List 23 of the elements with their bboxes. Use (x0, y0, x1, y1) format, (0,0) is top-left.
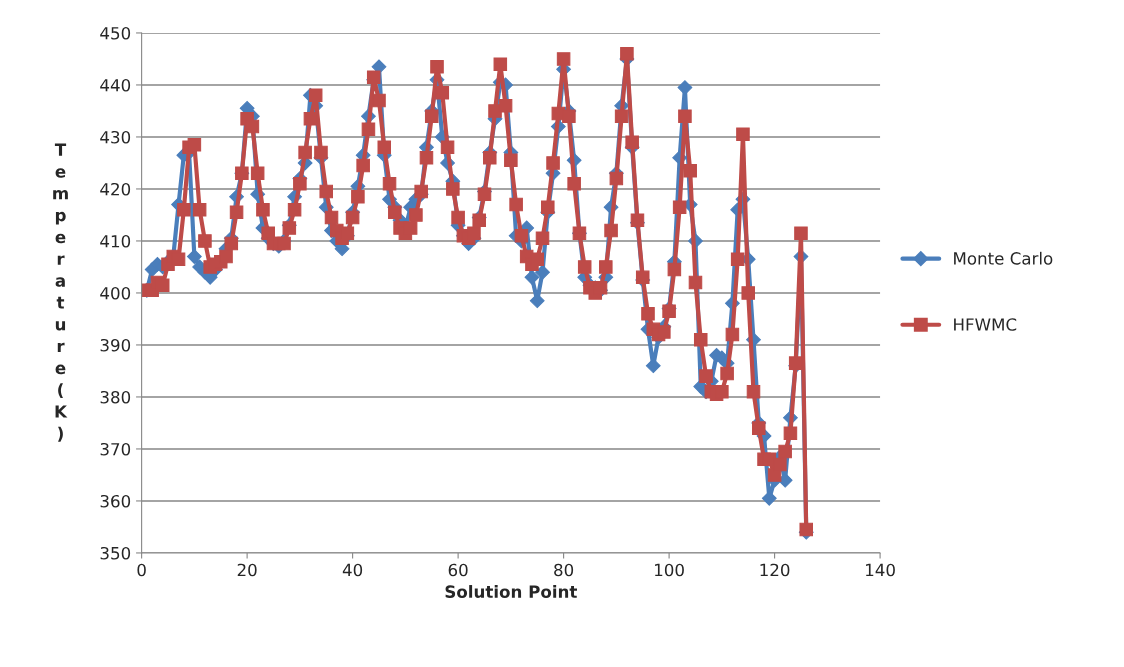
y-tick-label: 360 (100, 494, 131, 508)
x-tick-label: 40 (342, 563, 363, 577)
y-tick-label: 430 (100, 130, 131, 144)
y-tick-label: 400 (100, 286, 131, 300)
legend-label: HFWMC (954, 318, 1017, 331)
y-tick-label: 390 (100, 338, 131, 352)
y-tick-label: 450 (100, 26, 131, 40)
y-tick-label: 350 (100, 546, 131, 560)
y-tick-label: 410 (100, 234, 131, 248)
x-axis-title: Solution Point (445, 585, 577, 598)
y-tick-label: 420 (100, 182, 131, 196)
y-tick-label: 440 (100, 78, 131, 92)
x-tick-label: 140 (866, 563, 895, 577)
legend-label: Monte Carlo (954, 251, 1053, 265)
x-tick-label: 80 (554, 563, 574, 577)
x-tick-label: 0 (137, 563, 146, 577)
y-tick-label: 380 (100, 390, 131, 404)
x-tick-label: 60 (448, 563, 468, 577)
x-tick-label: 120 (760, 563, 790, 577)
y-tick-label: 370 (100, 442, 131, 456)
x-tick-label: 20 (237, 563, 257, 577)
x-tick-label: 100 (655, 563, 684, 577)
text: Temperature (K) (53, 143, 68, 442)
